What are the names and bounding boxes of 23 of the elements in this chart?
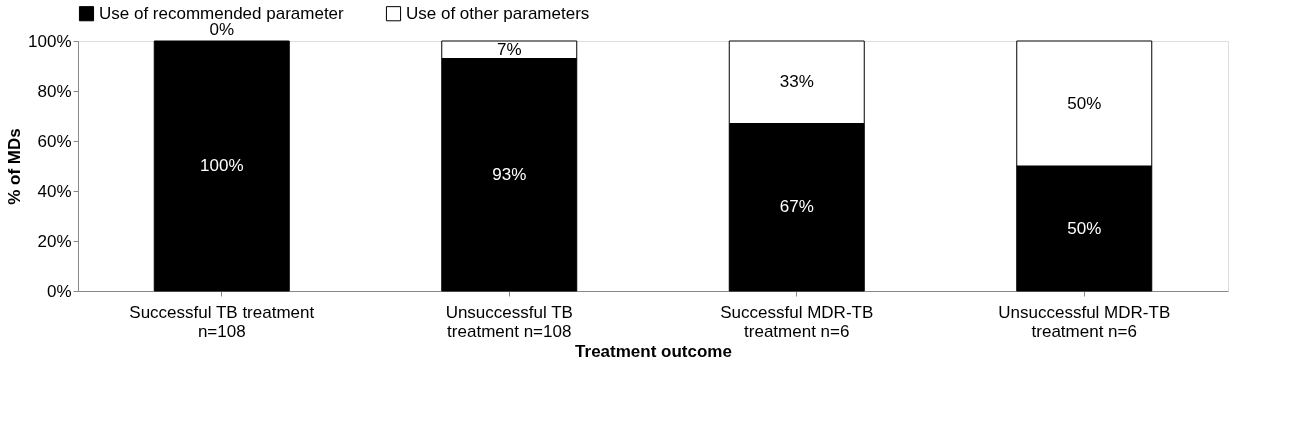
- y-tick-label: 80%: [37, 81, 72, 101]
- y-tick-label: 40%: [37, 181, 72, 201]
- y-tick-label: 20%: [37, 231, 72, 251]
- data-label: 7%: [496, 39, 522, 59]
- y-tick-label: 100%: [28, 31, 72, 51]
- legend-label: Use of other parameters: [406, 3, 590, 23]
- x-tick-label: Unsuccessful TB treatment n=108: [445, 302, 573, 341]
- x-axis-title: Treatment outcome: [575, 341, 732, 361]
- data-label: 50%: [1067, 218, 1102, 238]
- data-label: 50%: [1067, 93, 1102, 113]
- y-tick-label: 0%: [46, 281, 72, 301]
- data-label: 100%: [200, 156, 244, 175]
- data-label: 93%: [492, 164, 527, 184]
- x-tick-label: Unsuccessful MDR-TB treatment n=6: [998, 302, 1171, 341]
- x-tick-label: Successful MDR-TB treatment n=6: [720, 302, 874, 341]
- y-tick-label: 60%: [37, 131, 72, 151]
- x-tick-label: Successful TB treatment n=108: [129, 302, 315, 341]
- data-label: 67%: [779, 197, 814, 217]
- data-label: 33%: [779, 72, 814, 92]
- legend-label: Use of recommended parameter: [99, 3, 345, 23]
- bar: [153, 40, 290, 292]
- data-label: 0%: [209, 20, 235, 39]
- y-axis-title: % of MDs: [5, 128, 25, 205]
